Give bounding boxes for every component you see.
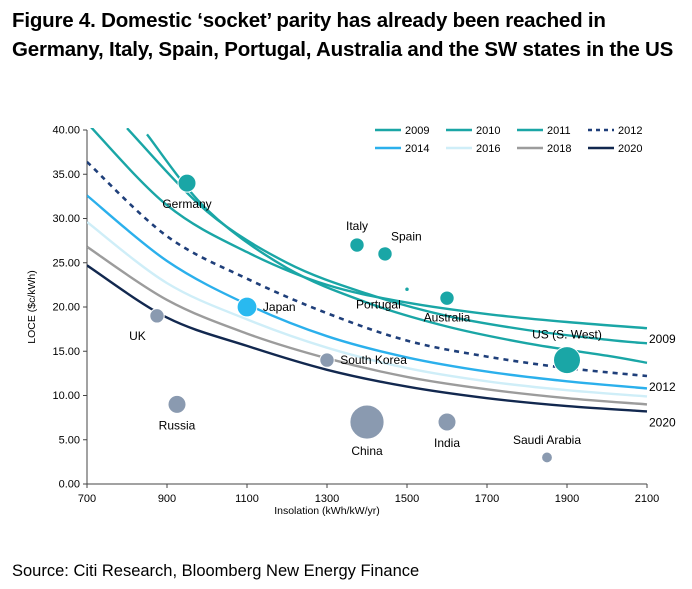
y-tick-label: 0.00	[59, 479, 80, 491]
bubble-label-south-korea: South Korea	[340, 353, 407, 367]
x-tick-label: 1300	[315, 493, 339, 505]
bubble-china	[349, 404, 385, 440]
legend-label-2016: 2016	[476, 143, 500, 155]
figure-title: Figure 4. Domestic ‘socket’ parity has a…	[12, 9, 674, 61]
series-end-label-2009: 2009	[649, 332, 676, 346]
chart: 0.00 5.00 10.00 15.00 20.00 25.00 30.00 35.00 40…	[26, 125, 676, 518]
bubble-russia	[167, 394, 187, 414]
y-tick-label: 20.00	[52, 302, 80, 314]
bubble-italy	[349, 237, 365, 253]
legend-label-2020: 2020	[618, 143, 642, 155]
bubble-label-germany: Germany	[162, 197, 211, 211]
legend-label-2018: 2018	[547, 143, 571, 155]
legend-label-2014: 2014	[405, 143, 429, 155]
bubble-label-australia: Australia	[424, 310, 471, 324]
bubble-label-portugal: Portugal	[356, 298, 401, 312]
y-tick-label: 30.00	[52, 213, 80, 225]
bubble-label-saudi-arabia: Saudi Arabia	[513, 433, 581, 447]
y-tick-label: 35.00	[52, 169, 80, 181]
legend-label-2011: 2011	[547, 125, 571, 137]
bubble-saudi-arabia	[541, 451, 553, 464]
bubble-south-korea	[319, 352, 335, 368]
x-tick-label: 900	[158, 493, 176, 505]
series-line-2011	[146, 133, 648, 364]
legend-label-2010: 2010	[476, 125, 500, 137]
bubble-us-s-west-	[553, 346, 581, 375]
bubble-australia	[439, 290, 455, 306]
bubble-label-uk: UK	[129, 329, 146, 343]
series-line-2009	[90, 128, 648, 330]
series-line-2010	[126, 128, 648, 345]
x-tick-label: 1700	[475, 493, 499, 505]
series-line-2020	[87, 264, 648, 413]
x-tick-label: 1900	[555, 493, 579, 505]
y-axis-title: LOCE ($c/kWh)	[26, 270, 38, 344]
bubble-germany	[177, 173, 197, 193]
y-tick-label: 15.00	[52, 346, 80, 358]
x-tick-label: 700	[78, 493, 96, 505]
bubble-label-spain: Spain	[391, 230, 422, 244]
bubble-uk	[149, 308, 165, 324]
legend-label-2012: 2012	[618, 125, 642, 137]
bubble-label-india: India	[434, 436, 460, 450]
source-note: Source: Citi Research, Bloomberg New Ene…	[12, 562, 420, 580]
series-line-2012	[87, 160, 648, 378]
bubble-label-italy: Italy	[346, 219, 368, 233]
bubble-portugal	[404, 286, 410, 293]
y-tick-label: 5.00	[59, 434, 80, 446]
y-tick-label: 25.00	[52, 257, 80, 269]
bubble-japan	[236, 296, 258, 318]
bubble-label-china: China	[351, 444, 383, 458]
x-tick-label: 1500	[395, 493, 419, 505]
series-end-label-2020: 2020	[649, 415, 676, 429]
series-line-2018	[87, 245, 648, 406]
legend-label-2009: 2009	[405, 125, 429, 137]
y-tick-label: 10.00	[52, 390, 80, 402]
y-tick-label: 40.00	[52, 125, 80, 137]
x-tick-label: 1100	[235, 493, 259, 505]
bubble-label-japan: Japan	[263, 300, 296, 314]
series-end-label-2012: 2012	[649, 380, 676, 394]
x-axis-title: Insolation (kWh/kW/yr)	[274, 505, 380, 517]
x-tick-label: 2100	[635, 493, 659, 505]
bubble-label-russia: Russia	[159, 418, 196, 432]
bubble-india	[437, 412, 457, 432]
series-line-2016	[87, 221, 648, 398]
series-line-2014	[87, 194, 648, 390]
bubble-label-us-s-west-: US (S. West)	[532, 328, 602, 342]
bubble-spain	[377, 246, 393, 262]
